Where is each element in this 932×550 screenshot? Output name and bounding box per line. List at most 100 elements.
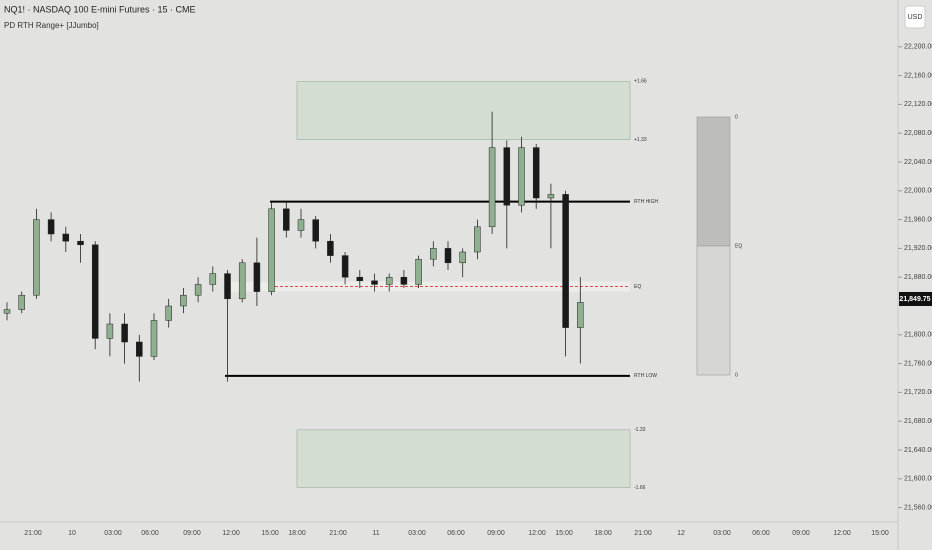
candle-body: [459, 251, 466, 264]
zone-label: -1.33: [634, 427, 646, 433]
y-tick-label: 22,160.00: [904, 72, 932, 79]
indicator-name: PD RTH Range+ [JJumbo]: [4, 21, 99, 30]
candle-body: [577, 302, 584, 328]
y-tick-label: 21,880.00: [904, 274, 932, 281]
x-tick-label: 06:00: [752, 530, 770, 537]
candle-body: [547, 194, 555, 199]
candle-body: [327, 240, 334, 256]
y-tick-label: 21,680.00: [904, 418, 932, 425]
candle-body: [518, 147, 525, 206]
y-tick-label: 22,200.00: [904, 44, 932, 51]
candle-body: [253, 262, 261, 292]
candle-body: [562, 194, 569, 328]
last-price-label: 21,849.75: [899, 296, 930, 303]
y-tick-label: 21,800.00: [904, 332, 932, 339]
currency-button[interactable]: [904, 5, 926, 29]
candle-body: [356, 276, 364, 282]
projection-zone: [296, 429, 631, 488]
range-box-label: EQ: [735, 243, 742, 249]
y-tick-label: 22,080.00: [904, 130, 932, 137]
candle-body: [415, 258, 422, 285]
candle-body: [194, 284, 202, 296]
candle-body: [488, 147, 496, 228]
candle-body: [371, 280, 378, 285]
x-tick-label: 12:00: [833, 530, 851, 537]
candle-body: [297, 219, 305, 231]
candle-body: [47, 219, 55, 235]
candle-body: [150, 320, 158, 357]
candle-body: [400, 276, 408, 285]
zone-label: -1.66: [634, 485, 646, 491]
x-tick-label: 09:00: [183, 530, 201, 537]
x-tick-label: 03:00: [104, 530, 122, 537]
x-tick-label: 15:00: [555, 530, 573, 537]
range-box-label: 0: [735, 372, 738, 378]
y-tick-label: 22,000.00: [904, 188, 932, 195]
x-tick-label: 06:00: [447, 530, 465, 537]
x-tick-label: 03:00: [713, 530, 731, 537]
candle-body: [444, 248, 452, 264]
x-tick-label: 12: [677, 530, 685, 537]
candle-body: [474, 226, 481, 253]
candle-body: [268, 208, 275, 292]
candle-body: [238, 262, 246, 300]
candle-body: [18, 294, 25, 310]
x-tick-label: 15:00: [261, 530, 279, 537]
candle-body: [430, 248, 437, 260]
y-tick-label: 21,560.00: [904, 504, 932, 511]
y-tick-label: 22,040.00: [904, 159, 932, 166]
candle-body: [3, 309, 11, 314]
x-tick-label: 15:00: [871, 530, 889, 537]
level-label: RTH LOW: [634, 373, 657, 379]
last-price-tag: [899, 291, 932, 306]
x-tick-label: 10: [68, 530, 76, 537]
y-tick-label: 21,920.00: [904, 245, 932, 252]
x-tick-label: 03:00: [408, 530, 426, 537]
range-box-bottom: [696, 245, 731, 376]
candle-body: [341, 255, 349, 278]
x-tick-label: 18:00: [594, 530, 612, 537]
zone-label: +1.33: [634, 137, 647, 143]
y-tick-label: 21,640.00: [904, 447, 932, 454]
x-tick-label: 11: [372, 530, 379, 537]
y-tick-label: 21,720.00: [904, 389, 932, 396]
zone-label: +1.66: [634, 79, 647, 85]
symbol-title: NQ1! · NASDAQ 100 E-mini Futures · 15 · …: [4, 4, 196, 14]
x-tick-label: 18:00: [288, 530, 306, 537]
x-tick-label: 21:00: [634, 530, 652, 537]
x-tick-label: 12:00: [528, 530, 546, 537]
candle-body: [503, 147, 511, 206]
candle-body: [77, 240, 84, 246]
y-tick-label: 21,760.00: [904, 360, 932, 367]
candle-body: [136, 341, 143, 357]
y-tick-label: 21,960.00: [904, 216, 932, 223]
currency-label: USD: [908, 14, 923, 21]
x-tick-label: 09:00: [487, 530, 505, 537]
candle-body: [312, 219, 319, 242]
projection-zone: [296, 81, 631, 140]
y-tick-label: 21,600.00: [904, 476, 932, 483]
candle-body: [33, 219, 40, 296]
x-tick-label: 12:00: [222, 530, 240, 537]
level-label: EQ: [634, 284, 641, 290]
candle-body: [283, 208, 290, 231]
candle-body: [385, 276, 393, 285]
level-label: RTH HIGH: [634, 199, 658, 205]
range-box-top: [696, 116, 731, 247]
x-tick-label: 09:00: [792, 530, 810, 537]
candle-body: [165, 305, 172, 321]
x-tick-label: 06:00: [141, 530, 159, 537]
candle-body: [106, 323, 114, 339]
candle-body: [180, 294, 187, 307]
candle-body: [121, 323, 128, 343]
candle-body: [62, 233, 70, 242]
candle-body: [91, 244, 99, 339]
candle-body: [209, 273, 217, 285]
y-tick-label: 22,120.00: [904, 101, 932, 108]
candle-body: [532, 147, 540, 199]
x-tick-label: 21:00: [329, 530, 347, 537]
x-tick-label: 21:00: [24, 530, 42, 537]
range-box-label: 0: [735, 114, 738, 120]
candle-body: [224, 273, 231, 300]
